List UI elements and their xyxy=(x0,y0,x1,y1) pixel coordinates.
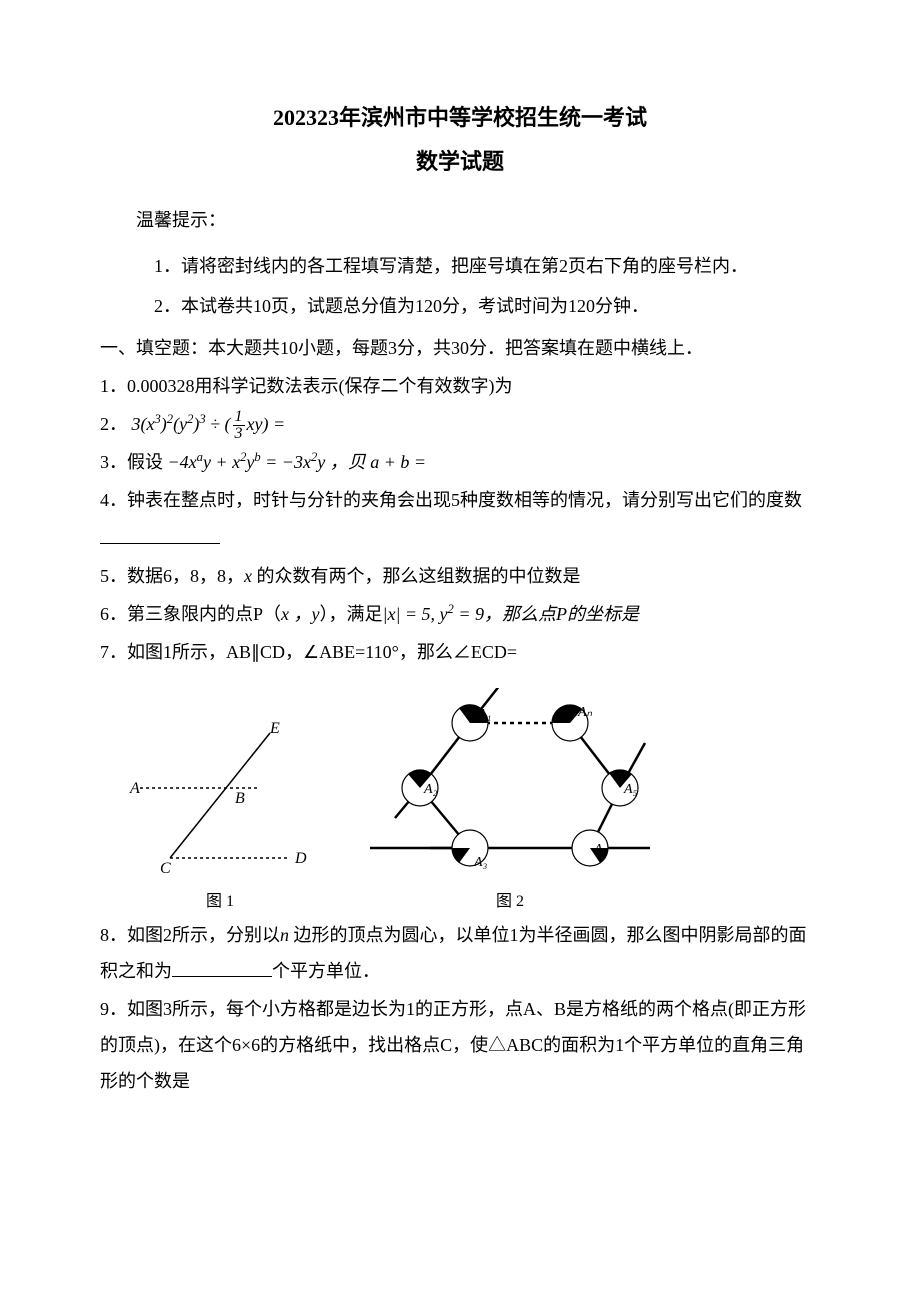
tip-2: 2．本试卷共10页，试题总分值为120分，考试时间为120分钟． xyxy=(100,288,820,324)
question-5: 5．数据6，8，8，x 的众数有两个，那么这组数据的中位数是 xyxy=(100,558,820,594)
question-7: 7．如图1所示，AB∥CD，∠ABE=110°，那么∠ECD= xyxy=(100,634,820,670)
q2-math: 3(x3)2(y2)3 ÷ (13xy) = xyxy=(132,414,286,434)
q3-math: −4xay + x2yb = −3x2y ，贝 a + b = xyxy=(168,452,427,472)
figure-1-svg: A B C D E xyxy=(120,708,320,878)
svg-text:A₂: A₂ xyxy=(423,782,438,797)
q2-pre: 2． xyxy=(100,414,127,434)
question-8: 8．如图2所示，分别以n 边形的顶点为圆心，以单位1为半径画圆，那么图中阴影局部… xyxy=(100,917,820,989)
svg-text:E: E xyxy=(269,720,280,737)
svg-text:C: C xyxy=(160,860,171,877)
q8-blank xyxy=(172,958,272,977)
svg-text:A₄: A₄ xyxy=(593,842,608,857)
section-1-header: 一、填空题：本大题共10小题，每题3分，共30分．把答案填在题中横线上． xyxy=(100,330,820,366)
figure-1-caption: 图 1 xyxy=(120,887,320,911)
title-main: 202323年滨州市中等学校招生统一考试 xyxy=(100,100,820,132)
question-9: 9．如图3所示，每个小方格都是边长为1的正方形，点A、B是方格纸的两个格点(即正… xyxy=(100,991,820,1099)
svg-text:A₁: A₁ xyxy=(477,707,491,722)
question-6: 6．第三象限内的点P（x ，y），满足|x| = 5, y2 = 9，那么点P的… xyxy=(100,596,820,632)
q3-pre: 3．假设 xyxy=(100,452,163,472)
svg-text:D: D xyxy=(294,850,307,867)
figure-2-block: A₁ Aₙ A₅ A₄ A₃ A₂ 图 2 xyxy=(360,688,660,911)
exam-page: 202323年滨州市中等学校招生统一考试 数学试题 温馨提示： 1．请将密封线内… xyxy=(0,0,920,1302)
tip-label: 温馨提示： xyxy=(100,206,820,232)
tip-1: 1．请将密封线内的各工程填写清楚，把座号填在第2页右下角的座号栏内． xyxy=(100,248,820,284)
question-3: 3．假设 −4xay + x2yb = −3x2y ，贝 a + b = xyxy=(100,444,820,480)
svg-text:A₃: A₃ xyxy=(473,855,488,870)
svg-text:B: B xyxy=(235,790,245,807)
title-sub: 数学试题 xyxy=(100,144,820,176)
svg-text:A₅: A₅ xyxy=(623,782,638,797)
figure-2-caption: 图 2 xyxy=(360,887,660,911)
figure-1-block: A B C D E 图 1 xyxy=(120,708,320,911)
svg-text:A: A xyxy=(129,780,140,797)
svg-text:Aₙ: Aₙ xyxy=(577,705,593,720)
question-4-blank xyxy=(100,520,820,556)
question-4: 4．钟表在整点时，时针与分针的夹角会出现5种度数相等的情况，请分别写出它们的度数 xyxy=(100,482,820,518)
question-1: 1．0.000328用科学记数法表示(保存二个有效数字)为 xyxy=(100,368,820,404)
question-2: 2． 3(x3)2(y2)3 ÷ (13xy) = xyxy=(100,406,820,442)
figure-2-svg: A₁ Aₙ A₅ A₄ A₃ A₂ xyxy=(360,688,660,878)
figures-row: A B C D E 图 1 xyxy=(120,688,820,911)
